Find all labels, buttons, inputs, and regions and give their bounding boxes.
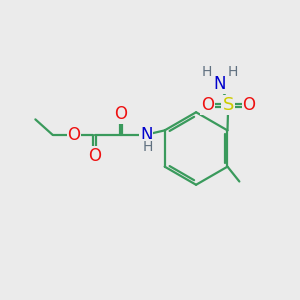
Text: O: O <box>242 96 255 114</box>
Text: H: H <box>228 65 238 79</box>
Text: O: O <box>115 105 128 123</box>
Text: S: S <box>222 96 234 114</box>
Text: O: O <box>201 96 214 114</box>
Text: H: H <box>142 140 153 154</box>
Text: O: O <box>88 147 101 165</box>
Text: N: N <box>214 75 226 93</box>
Text: O: O <box>68 126 80 144</box>
Text: N: N <box>140 126 152 144</box>
Text: H: H <box>202 65 212 79</box>
